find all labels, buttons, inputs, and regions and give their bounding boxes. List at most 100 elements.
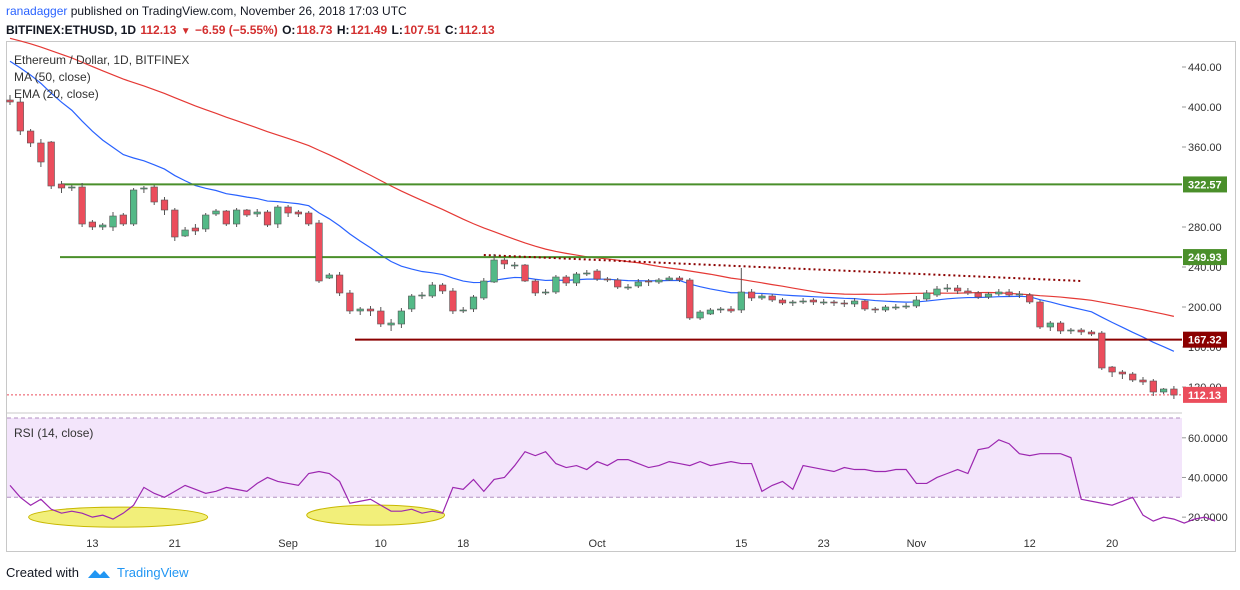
candle-body: [737, 291, 745, 311]
candle-body: [1057, 322, 1065, 332]
candle-body: [181, 229, 189, 237]
rsi-line: [9, 439, 1216, 524]
candle-body: [1067, 329, 1075, 332]
close-value: 112.13: [458, 23, 495, 37]
candle-body: [16, 101, 24, 132]
candle-body: [552, 276, 560, 293]
last-price-badge: [1183, 386, 1227, 403]
ohlc-line: BITFINEX:ETHUSD, 1D 112.13 ▼ −6.59 (−5.5…: [6, 23, 496, 37]
candle-body: [418, 294, 426, 297]
candle-body: [1005, 291, 1013, 296]
candle-body: [881, 306, 890, 311]
x-tick-label: 10: [375, 538, 387, 550]
candle-body: [820, 301, 828, 304]
candle-body: [305, 212, 313, 225]
candle-body: [1087, 331, 1096, 335]
chart-title: Ethereum / Dollar, 1D, BITFINEX: [14, 53, 190, 67]
y-tick-label: 360.00: [1188, 142, 1222, 154]
author-link[interactable]: ranadagger: [6, 4, 68, 18]
candle-body: [377, 310, 385, 325]
candle-body: [644, 280, 653, 283]
candle-body: [88, 221, 96, 228]
candle-body: [1036, 301, 1044, 328]
candle-body: [1139, 379, 1147, 383]
price-change: −6.59 (−5.55%): [195, 23, 278, 37]
candle-body: [480, 280, 488, 299]
level-badge: [1183, 176, 1227, 193]
level-badge-label: 322.57: [1188, 179, 1222, 191]
tradingview-link[interactable]: TradingView: [116, 565, 189, 580]
rsi-y-tick-label: 60.0000: [1188, 433, 1228, 445]
candle-body: [1129, 373, 1137, 381]
high-label: H:: [336, 23, 350, 37]
candle-body: [243, 209, 251, 216]
candle-body: [686, 279, 694, 319]
x-tick-label: Sep: [278, 538, 298, 550]
last-price-label: 112.13: [1188, 390, 1221, 402]
candle-body: [840, 302, 848, 305]
chart-frame[interactable]: [6, 41, 1236, 552]
candle-body: [1170, 388, 1178, 396]
open-value: 118.73: [296, 23, 333, 37]
candle-body: [675, 277, 684, 281]
candle-body: [335, 274, 344, 294]
candle-body: [68, 186, 76, 189]
candle-body: [109, 215, 117, 228]
candle-body: [871, 308, 879, 311]
candle-body: [861, 300, 869, 310]
created-with-label: Created with: [6, 565, 79, 580]
rsi-legend: RSI (14, close): [14, 426, 94, 440]
candle-body: [1046, 322, 1054, 328]
candle-body: [778, 299, 787, 304]
low-value: 107.51: [403, 23, 441, 37]
candle-body: [78, 186, 86, 225]
candle-body: [799, 300, 807, 303]
x-tick-label: 12: [1024, 538, 1036, 550]
footer: Created with TradingView: [6, 565, 189, 580]
ema-legend: EMA (20, close): [14, 87, 99, 101]
candle-body: [583, 272, 591, 275]
candle-body: [428, 284, 436, 297]
candle-body: [356, 308, 364, 312]
candle-body: [37, 142, 45, 163]
candle-body: [490, 259, 498, 283]
candle-body: [923, 292, 931, 300]
candle-body: [150, 186, 158, 203]
candle-body: [1077, 329, 1085, 333]
last-price: 112.13: [140, 23, 177, 37]
x-tick-label: Oct: [589, 538, 606, 550]
candle-body: [541, 291, 550, 294]
candle-body: [974, 292, 982, 298]
x-tick-label: 23: [818, 538, 830, 550]
publish-info: published on TradingView.com, November 2…: [70, 4, 407, 18]
candle-body: [263, 211, 272, 226]
candle-body: [119, 214, 127, 225]
candle-body: [6, 99, 14, 103]
x-tick-label: 20: [1106, 538, 1118, 550]
candle-body: [325, 274, 333, 279]
candle-body: [614, 279, 622, 288]
candle-body: [634, 281, 642, 287]
candle-body: [222, 210, 230, 225]
candle-body: [408, 295, 416, 310]
x-tick-label: 21: [169, 538, 181, 550]
candle-body: [902, 305, 910, 308]
candle-body: [47, 141, 55, 187]
candle-body: [809, 299, 817, 303]
candle-body: [1015, 293, 1023, 296]
candle-body: [758, 295, 766, 299]
candle-body: [943, 287, 951, 290]
high-value: 121.49: [350, 23, 388, 37]
level-badge-label: 249.93: [1188, 252, 1222, 264]
open-label: O:: [282, 23, 296, 37]
candle-body: [202, 214, 210, 230]
candle-body: [449, 290, 457, 312]
oversold-ellipse: [28, 506, 209, 528]
rsi-band: [7, 417, 1182, 498]
candle-body: [789, 301, 797, 304]
ma-50-line: [9, 37, 1175, 317]
candle-body: [387, 322, 395, 326]
candle-body: [274, 206, 282, 225]
candle-body: [706, 309, 714, 315]
